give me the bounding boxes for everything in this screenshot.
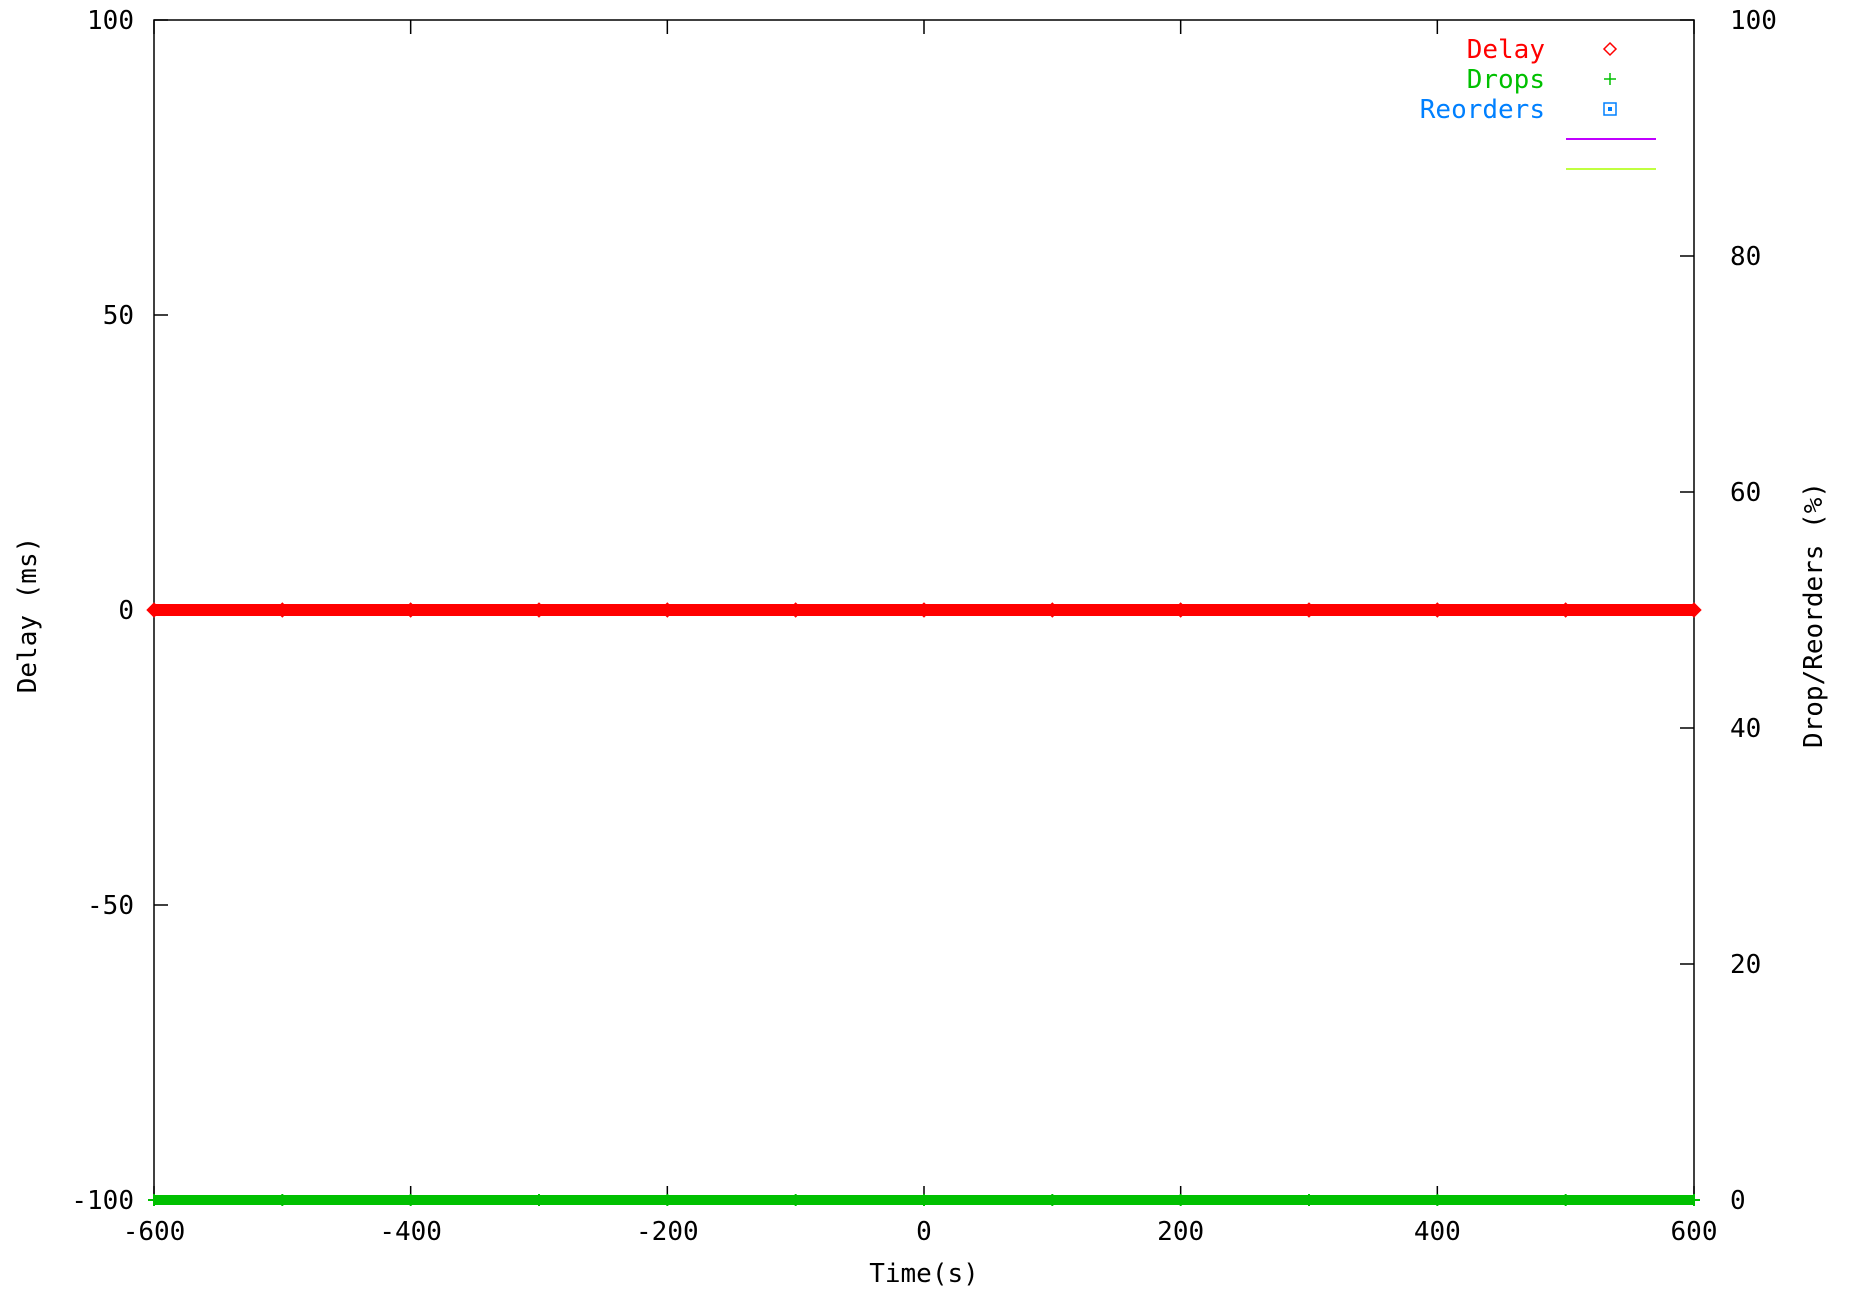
diamond-icon <box>1602 41 1618 57</box>
box-dot-icon <box>1608 107 1612 111</box>
x-tick-label: 600 <box>1671 1217 1718 1247</box>
drops-point <box>789 1194 802 1206</box>
delay-point <box>531 602 547 618</box>
drops-point <box>1688 1194 1700 1206</box>
legend-label-reorders: Reorders <box>1420 95 1545 125</box>
delay-point <box>1429 602 1446 618</box>
x-tick-label: 400 <box>1414 1217 1461 1247</box>
y-tick-label: -50 <box>87 891 134 921</box>
delay-point <box>1044 602 1061 618</box>
delay-point <box>916 602 932 618</box>
series-delay <box>146 602 1702 618</box>
drops-point <box>661 1194 674 1206</box>
series-drops <box>148 1194 1700 1206</box>
drops-point <box>1046 1194 1059 1206</box>
y2-tick-label: 20 <box>1730 950 1761 980</box>
delay-point <box>146 602 162 618</box>
delay-point <box>659 602 676 618</box>
drops-point <box>148 1194 160 1206</box>
x-axis-label: Time(s) <box>869 1259 979 1289</box>
drops-point <box>918 1194 930 1206</box>
x-tick-label: -400 <box>379 1217 442 1247</box>
delay-point <box>1557 602 1574 618</box>
y2-tick-label: 60 <box>1730 478 1761 508</box>
delay-point <box>402 602 419 618</box>
drops-point <box>1174 1194 1187 1206</box>
plus-icon <box>1604 73 1616 85</box>
drops-point <box>1559 1194 1572 1206</box>
drops-point <box>533 1194 545 1206</box>
delay-point <box>274 602 291 618</box>
y-tick-label: 50 <box>103 301 134 331</box>
x-tick-label: -600 <box>123 1217 186 1247</box>
y-tick-label: -100 <box>71 1186 134 1216</box>
delay-point <box>787 602 804 618</box>
delay-point <box>1686 602 1702 618</box>
drops-point <box>1431 1194 1444 1206</box>
y2-axis-label: Drop/Reorders (%) <box>1799 482 1829 748</box>
plot-series <box>146 602 1702 1206</box>
x-tick-label: -200 <box>636 1217 699 1247</box>
y-axis-label: Delay (ms) <box>13 537 43 694</box>
legend-label-drops: Drops <box>1467 65 1545 95</box>
x-tick-label: 0 <box>916 1217 932 1247</box>
axis-ticks: -600 -400 -200 0 200 400 600 -100 -50 0 50 100 0 20 40… <box>71 6 1777 1247</box>
delay-point <box>1301 602 1317 618</box>
legend-label-delay: Delay <box>1467 35 1545 65</box>
x-tick-label: 200 <box>1157 1217 1204 1247</box>
drops-point <box>276 1194 289 1206</box>
drops-point <box>404 1194 417 1206</box>
drops-point <box>1303 1194 1315 1206</box>
y2-tick-label: 100 <box>1730 6 1777 36</box>
y2-tick-label: 80 <box>1730 242 1761 272</box>
y-tick-label: 0 <box>118 596 134 626</box>
y2-tick-label: 40 <box>1730 714 1761 744</box>
y2-tick-label: 0 <box>1730 1186 1746 1216</box>
box-icon <box>1603 102 1617 116</box>
y-tick-label: 100 <box>87 6 134 36</box>
delay-point <box>1172 602 1189 618</box>
